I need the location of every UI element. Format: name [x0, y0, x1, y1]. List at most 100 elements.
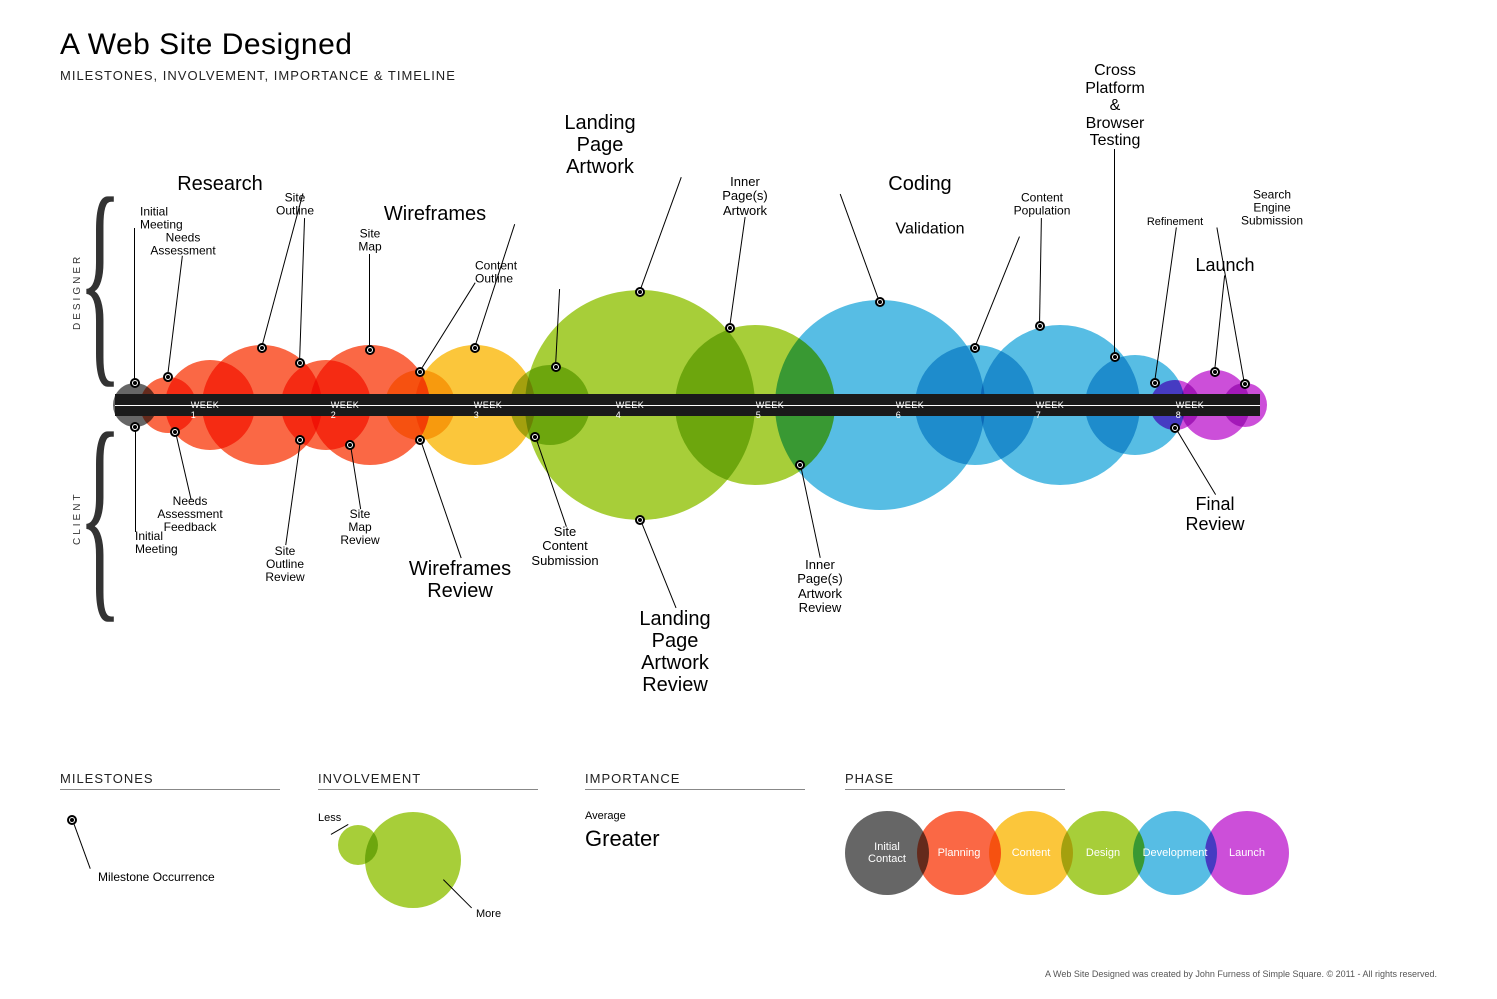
milestone-marker: [1210, 367, 1220, 377]
week-label: WEEK 2: [331, 400, 360, 420]
week-label: WEEK 7: [1036, 400, 1065, 420]
milestone-label: Research: [177, 173, 263, 195]
milestone-label: Coding: [888, 173, 951, 195]
page-subtitle: MILESTONES, INVOLVEMENT, IMPORTANCE & TI…: [60, 68, 456, 83]
legend-more-label: More: [476, 908, 501, 920]
milestone-leader: [1154, 227, 1177, 383]
legend-importance: IMPORTANCE Average Greater: [585, 770, 805, 852]
phase-label: Design: [1086, 847, 1120, 859]
milestone-marker: [170, 427, 180, 437]
phase-label: Launch: [1229, 847, 1265, 859]
milestone-label: Cross Platform & Browser Testing: [1085, 62, 1145, 150]
legend-importance-average: Average: [585, 810, 805, 822]
phase-label: Initial Contact: [868, 841, 906, 865]
milestone-label: Content Outline: [475, 260, 517, 286]
legend-phase-row: Initial Contact Planning Content Design Deve…: [845, 808, 1305, 918]
milestone-leader: [1114, 149, 1115, 357]
milestone-label: Landing Page Artwork: [564, 112, 635, 178]
legend-milestones-title: MILESTONES: [60, 771, 280, 790]
legend-more-leader: [443, 879, 472, 908]
milestone-label: Final Review: [1185, 495, 1244, 535]
designer-side-label: DESIGNER: [72, 254, 83, 330]
legend-phase: PHASE Initial Contact Planning Content Desi…: [845, 770, 1305, 918]
legend-milestone-label: Milestone Occurrence: [98, 870, 215, 884]
milestone-label: Site Map Review: [340, 508, 379, 548]
milestone-marker: [415, 435, 425, 445]
milestone-label: Inner Page(s) Artwork Review: [797, 558, 843, 615]
milestone-marker: [163, 372, 173, 382]
milestone-label: Validation: [895, 220, 964, 238]
milestone-marker: [365, 345, 375, 355]
week-label: WEEK 1: [191, 400, 220, 420]
milestone-label: Initial Meeting: [140, 206, 183, 232]
legend-involvement: INVOLVEMENT Less More: [318, 770, 538, 940]
milestone-marker: [1240, 379, 1250, 389]
week-label: WEEK 8: [1176, 400, 1205, 420]
milestone-label: Content Population: [1014, 192, 1071, 218]
infographic-page: A Web Site Designed MILESTONES, INVOLVEM…: [0, 0, 1497, 999]
milestone-leader: [474, 224, 515, 348]
legend-marker-icon: [67, 815, 77, 825]
milestone-marker: [635, 515, 645, 525]
page-title: A Web Site Designed: [60, 28, 352, 62]
milestone-label: Site Outline: [276, 192, 314, 218]
milestone-marker: [635, 287, 645, 297]
milestone-leader: [167, 256, 183, 377]
phase-label: Content: [1012, 847, 1051, 859]
milestone-marker: [415, 367, 425, 377]
milestone-marker: [795, 460, 805, 470]
milestone-label: Search Engine Submission: [1241, 188, 1303, 228]
milestone-marker: [257, 343, 267, 353]
footer-credit: A Web Site Designed was created by John …: [1045, 969, 1437, 979]
milestone-marker: [551, 362, 561, 372]
designer-brace: {: [78, 175, 122, 382]
milestone-marker: [530, 432, 540, 442]
phase-label: Development: [1143, 847, 1208, 859]
week-label: WEEK 5: [756, 400, 785, 420]
milestone-label: Landing Page Artwork Review: [639, 608, 710, 696]
legend-phase-title: PHASE: [845, 771, 1065, 790]
week-label: WEEK 4: [616, 400, 645, 420]
milestone-label: Site Content Submission: [531, 525, 598, 568]
milestone-marker: [470, 343, 480, 353]
milestone-marker: [130, 378, 140, 388]
legend-involvement-title: INVOLVEMENT: [318, 771, 538, 790]
legend-milestones: MILESTONES Milestone Occurrence: [60, 770, 280, 900]
milestone-leader: [840, 194, 880, 302]
milestone-leader: [639, 177, 682, 292]
milestone-label: Site Outline Review: [265, 545, 304, 585]
milestone-label: Needs Assessment: [150, 232, 215, 258]
milestone-marker: [295, 358, 305, 368]
milestone-marker: [1170, 423, 1180, 433]
milestone-label: Needs Assessment Feedback: [157, 495, 222, 535]
milestone-label: Wireframes Review: [409, 558, 511, 602]
milestone-leader: [369, 254, 370, 350]
milestone-leader: [1214, 275, 1225, 372]
milestone-marker: [345, 440, 355, 450]
milestone-leader: [640, 520, 677, 608]
milestone-marker: [1035, 321, 1045, 331]
milestone-marker: [970, 343, 980, 353]
week-label: WEEK 6: [896, 400, 925, 420]
milestone-leader: [134, 228, 135, 383]
milestone-label: Inner Page(s) Artwork: [722, 175, 768, 218]
milestone-marker: [295, 435, 305, 445]
milestone-leader: [974, 236, 1020, 348]
legend-importance-greater: Greater: [585, 826, 805, 852]
legend-importance-title: IMPORTANCE: [585, 771, 805, 790]
phase-label: Planning: [938, 847, 981, 859]
milestone-label: Launch: [1195, 256, 1254, 276]
milestone-leader: [135, 427, 136, 532]
milestone-leader: [299, 218, 305, 363]
milestone-label: Wireframes: [384, 203, 486, 225]
milestone-leader: [729, 217, 746, 328]
milestone-marker: [725, 323, 735, 333]
week-label: WEEK 3: [474, 400, 503, 420]
milestone-leader: [1039, 218, 1042, 326]
legend-marker-leader: [72, 820, 91, 869]
legend-less-label: Less: [318, 812, 341, 824]
milestone-marker: [130, 422, 140, 432]
client-side-label: CLIENT: [72, 491, 83, 545]
milestone-marker: [875, 297, 885, 307]
milestone-label: Site Map: [358, 228, 381, 254]
